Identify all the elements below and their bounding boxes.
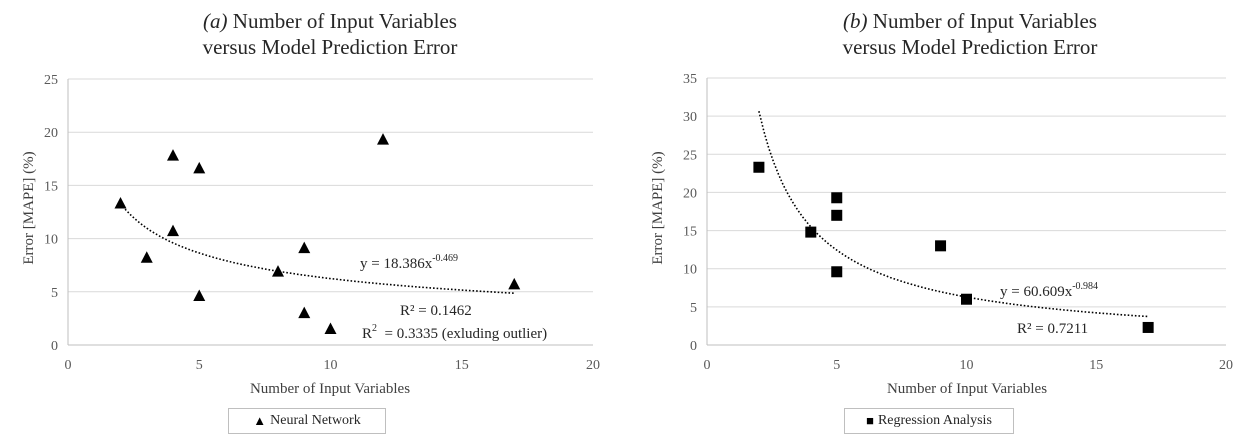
data-point-a: [193, 161, 206, 174]
y-tick-label-a: 5: [51, 286, 58, 301]
x-tick-label-a: 10: [324, 358, 338, 373]
data-point-b: [935, 240, 947, 252]
y-tick-label-b: 35: [683, 72, 697, 87]
x-tick-label-b: 20: [1219, 358, 1233, 373]
data-point-a: [298, 306, 311, 319]
legend-square-icon: ■: [866, 413, 874, 428]
equation-exponent-a: -0.469: [432, 253, 458, 264]
y-tick-label-b: 15: [683, 225, 697, 240]
x-tick-label-b: 10: [960, 358, 974, 373]
x-tick-label-a: 0: [65, 358, 72, 373]
x-tick-label-a: 20: [586, 358, 600, 373]
y-tick-label-b: 0: [690, 339, 697, 354]
trendline-b: [758, 111, 1149, 318]
equation-main-b: y = 60.609x: [1000, 284, 1073, 300]
y-tick-label-b: 5: [690, 301, 697, 316]
chart-title-b-prefix: (b): [843, 9, 868, 33]
legend-b: ■ Regression Analysis: [844, 408, 1014, 434]
chart-title-a: (a) Number of Input Variables versus Mod…: [70, 8, 590, 60]
chart-plot-b: Number of Input Variables Error [MAPE] (…: [650, 72, 1233, 397]
y-axis-label-b: Error [MAPE] (%): [650, 151, 666, 264]
chart-panel-b: (b) Number of Input Variables versus Mod…: [640, 0, 1247, 436]
data-point-a: [114, 196, 127, 209]
y-tick-label-b: 20: [683, 186, 697, 201]
data-point-a: [167, 224, 179, 237]
r2-outlier-sup-a: 2: [372, 323, 377, 334]
y-tick-label-b: 25: [683, 148, 697, 163]
x-tick-label-b: 15: [1089, 358, 1103, 373]
data-point-b: [1142, 321, 1154, 333]
x-tick-label-b: 5: [833, 358, 840, 373]
data-point-b: [831, 209, 843, 221]
r2-outlier-r-a: R: [362, 326, 372, 342]
chart-title-a-line2: versus Model Prediction Error: [202, 35, 458, 59]
equation-label-b: y = 60.609x-0.984: [1000, 281, 1098, 300]
r2-label-b: R² = 0.7211: [1017, 321, 1088, 337]
data-point-a: [193, 289, 206, 302]
chart-title-b: (b) Number of Input Variables versus Mod…: [710, 8, 1230, 60]
equation-label-a: y = 18.386x-0.469: [360, 253, 458, 272]
y-tick-label-a: 20: [44, 126, 58, 141]
chart-title-a-line1: Number of Input Variables: [232, 9, 457, 33]
data-point-a: [324, 322, 337, 335]
data-point-a: [140, 251, 153, 263]
trendline-a: [119, 203, 515, 294]
chart-title-b-line1: Number of Input Variables: [872, 9, 1097, 33]
y-tick-label-a: 0: [51, 339, 58, 354]
y-axis-label-a: Error [MAPE] (%): [21, 151, 37, 264]
x-axis-label-b: Number of Input Variables: [887, 381, 1047, 397]
chart-panel-a: (a) Number of Input Variables versus Mod…: [0, 0, 620, 436]
legend-label-a: Neural Network: [270, 413, 361, 428]
y-tick-label-a: 10: [44, 233, 58, 248]
equation-main-a: y = 18.386x: [360, 256, 433, 272]
r2-outlier-label-a: R2 = 0.3335 (exluding outlier): [362, 323, 547, 342]
data-point-b: [805, 226, 817, 238]
y-tick-label-a: 15: [44, 179, 58, 194]
legend-a: ▲ Neural Network: [228, 408, 386, 434]
data-point-a: [508, 277, 521, 290]
data-point-b: [753, 161, 765, 173]
chart-title-a-prefix: (a): [203, 9, 228, 33]
y-tick-label-b: 10: [683, 263, 697, 278]
r2-outlier-rest-a: = 0.3335 (exluding outlier): [377, 326, 547, 342]
r2-label-a: R² = 0.1462: [400, 303, 472, 319]
y-tick-label-a: 25: [44, 73, 58, 88]
data-point-b: [831, 192, 843, 204]
x-tick-label-a: 5: [196, 358, 203, 373]
x-tick-label-b: 0: [704, 358, 711, 373]
y-tick-label-b: 30: [683, 110, 697, 125]
data-point-a: [377, 133, 389, 145]
data-point-a: [298, 241, 311, 254]
data-point-b: [961, 293, 972, 305]
x-tick-label-a: 15: [455, 358, 469, 373]
chart-title-b-line2: versus Model Prediction Error: [842, 35, 1098, 59]
data-point-b: [831, 266, 843, 278]
legend-label-b: Regression Analysis: [877, 413, 992, 428]
data-point-a: [167, 149, 179, 161]
data-point-a: [272, 265, 284, 277]
legend-triangle-icon: ▲: [253, 413, 267, 428]
equation-exponent-b: -0.984: [1072, 281, 1098, 292]
chart-plot-a: Number of Input Variables Error [MAPE] (…: [21, 73, 600, 397]
x-axis-label-a: Number of Input Variables: [250, 381, 410, 397]
